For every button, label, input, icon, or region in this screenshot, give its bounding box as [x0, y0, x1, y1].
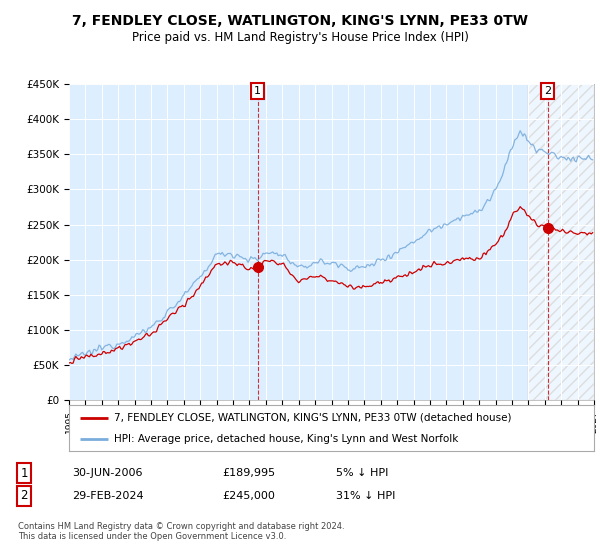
Text: 30-JUN-2006: 30-JUN-2006: [72, 468, 143, 478]
Text: 31% ↓ HPI: 31% ↓ HPI: [336, 491, 395, 501]
Text: 1: 1: [254, 86, 261, 96]
Text: 2: 2: [544, 86, 551, 96]
Text: 5% ↓ HPI: 5% ↓ HPI: [336, 468, 388, 478]
Text: Contains HM Land Registry data © Crown copyright and database right 2024.
This d: Contains HM Land Registry data © Crown c…: [18, 522, 344, 542]
Text: HPI: Average price, detached house, King's Lynn and West Norfolk: HPI: Average price, detached house, King…: [113, 435, 458, 444]
Text: £245,000: £245,000: [222, 491, 275, 501]
Text: 7, FENDLEY CLOSE, WATLINGTON, KING'S LYNN, PE33 0TW: 7, FENDLEY CLOSE, WATLINGTON, KING'S LYN…: [72, 14, 528, 28]
Text: 1: 1: [20, 466, 28, 480]
Text: 29-FEB-2024: 29-FEB-2024: [72, 491, 143, 501]
Text: £189,995: £189,995: [222, 468, 275, 478]
Text: 2: 2: [20, 489, 28, 502]
Text: 7, FENDLEY CLOSE, WATLINGTON, KING'S LYNN, PE33 0TW (detached house): 7, FENDLEY CLOSE, WATLINGTON, KING'S LYN…: [113, 413, 511, 423]
Text: Price paid vs. HM Land Registry's House Price Index (HPI): Price paid vs. HM Land Registry's House …: [131, 31, 469, 44]
